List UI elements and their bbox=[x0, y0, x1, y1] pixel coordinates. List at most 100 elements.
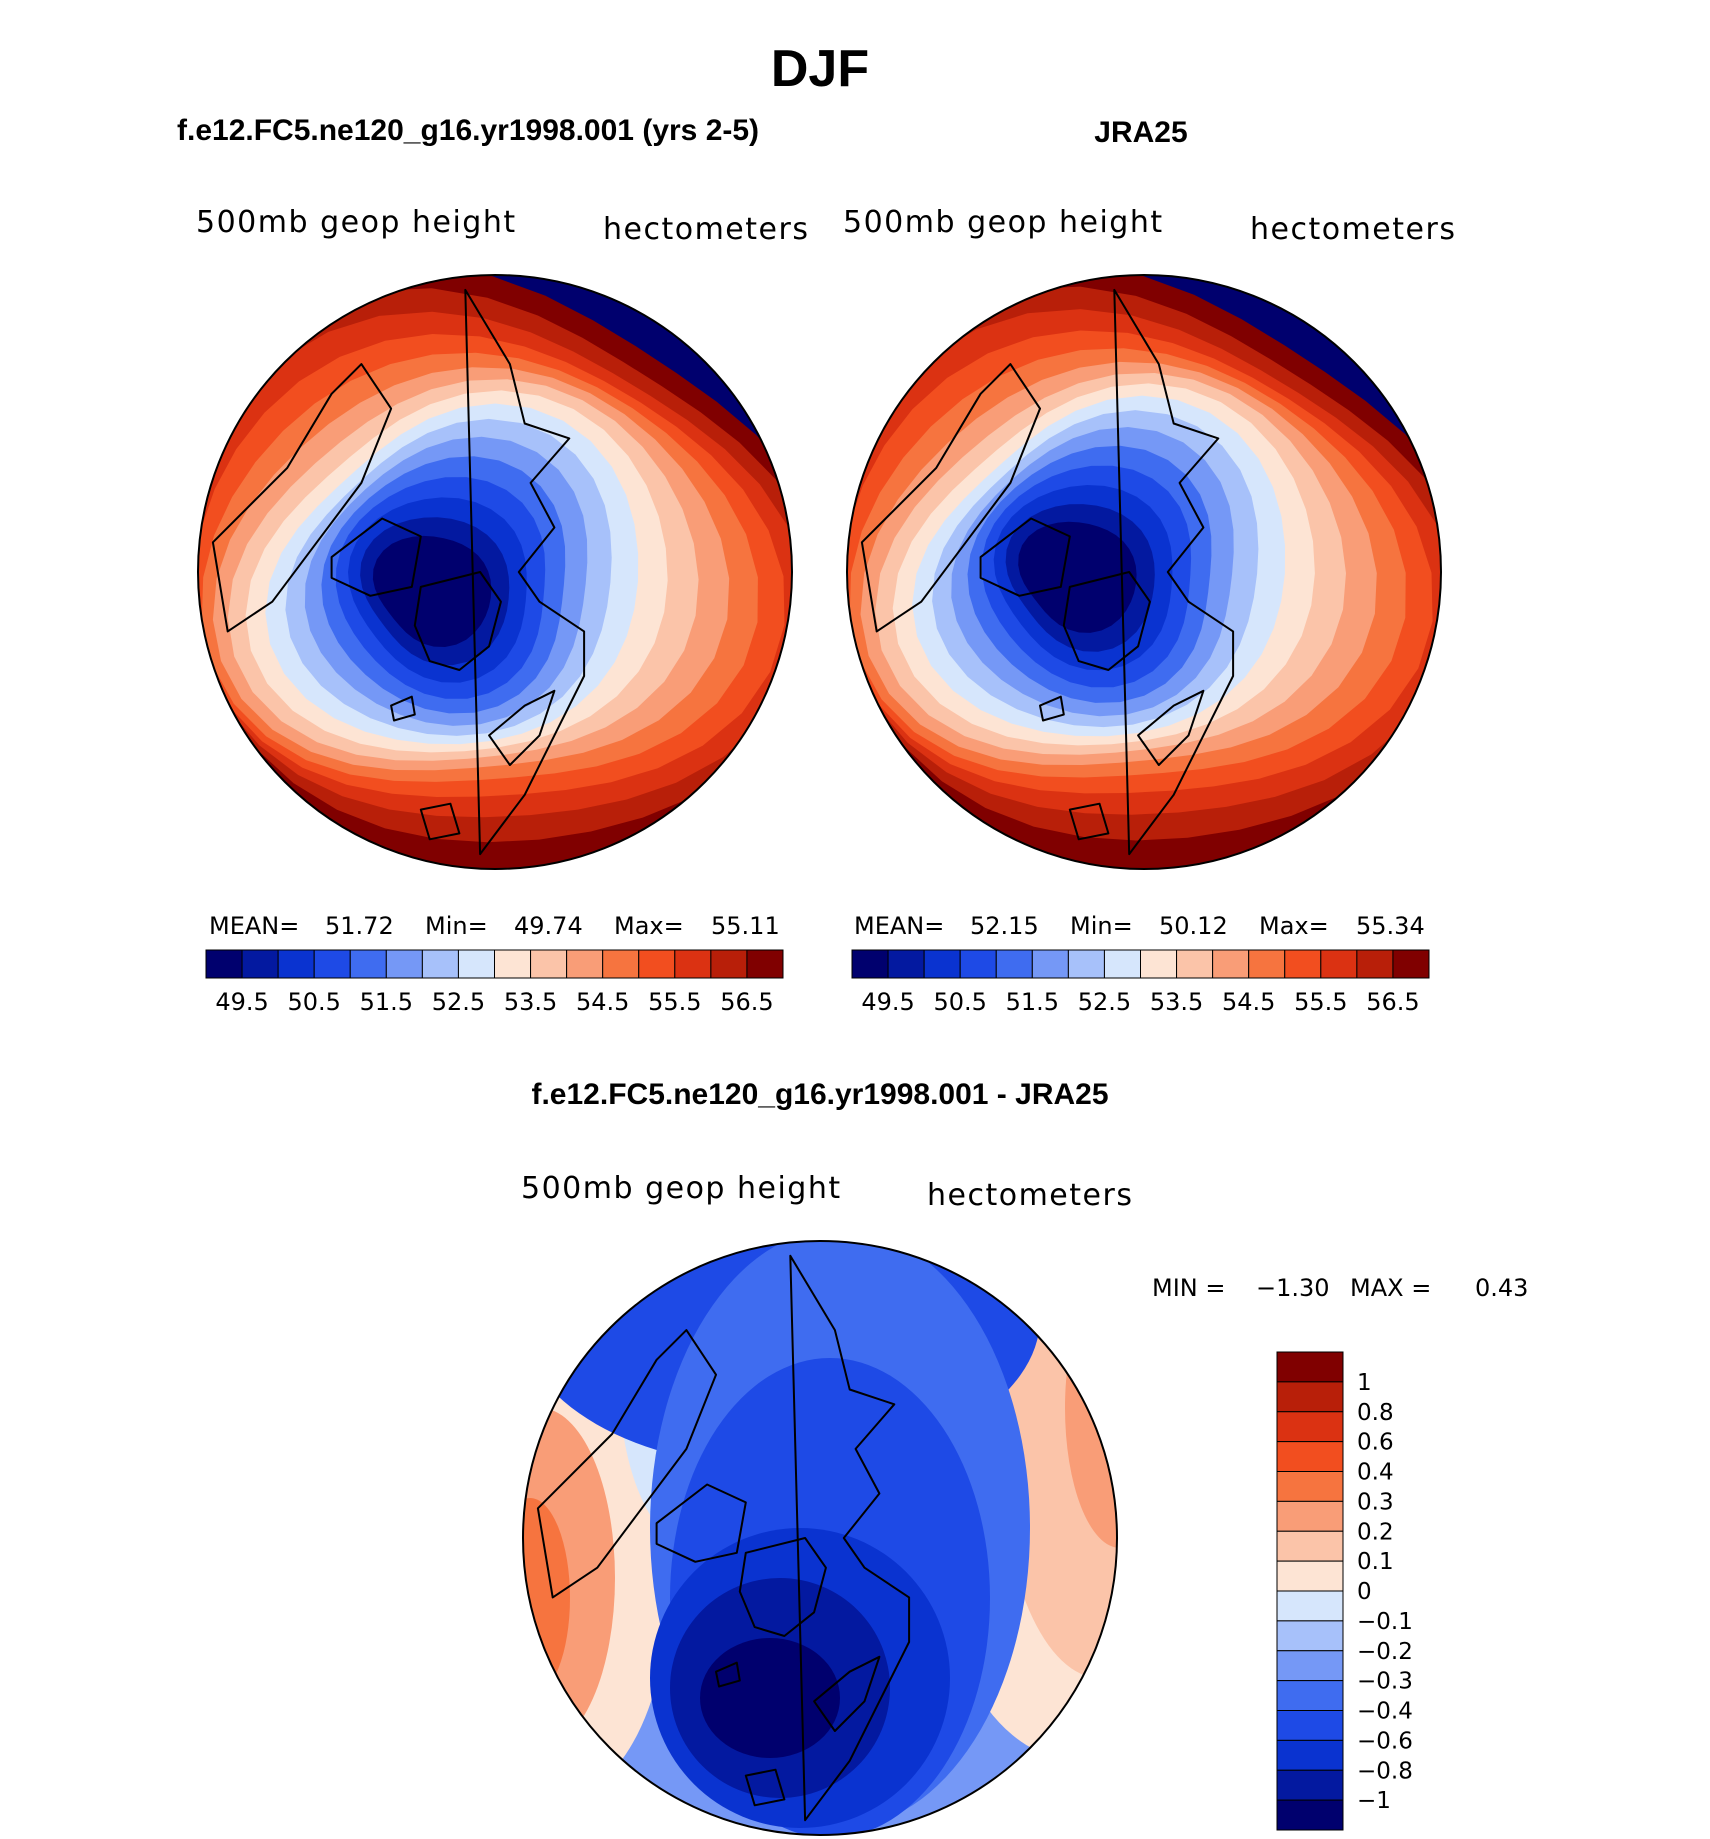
colorbar-tick-label: −0.2 bbox=[1357, 1639, 1413, 1665]
colorbar-box bbox=[421, 949, 459, 979]
colorbar-box bbox=[1276, 1710, 1344, 1741]
colorbar-tick-label: 0.1 bbox=[1357, 1549, 1394, 1575]
colorbar-box bbox=[1276, 1620, 1344, 1652]
season-title: DJF bbox=[771, 40, 869, 98]
colorbar-box bbox=[313, 949, 351, 979]
min-value: −1.30 bbox=[1256, 1274, 1330, 1302]
colorbar-tick-label: 49.5 bbox=[215, 988, 268, 1016]
map-boundary-model bbox=[197, 274, 793, 870]
max-label: Max= bbox=[614, 912, 684, 940]
max-value: 55.34 bbox=[1356, 912, 1425, 940]
coastlines-diff bbox=[536, 1254, 911, 1822]
coastlines-obs bbox=[860, 288, 1235, 856]
colorbar-tick-label: 52.5 bbox=[1078, 988, 1131, 1016]
colorbar-obs bbox=[851, 949, 1430, 979]
min-value: 50.12 bbox=[1159, 912, 1228, 940]
colorbar-box bbox=[1140, 949, 1178, 979]
panel-diff-variable: 500mb geop height bbox=[521, 1171, 842, 1206]
panel-diff-units: hectometers bbox=[927, 1178, 1133, 1213]
colorbar-box bbox=[566, 949, 604, 979]
colorbar-tick-label: −1 bbox=[1357, 1788, 1391, 1814]
max-label: Max= bbox=[1259, 912, 1329, 940]
coastline bbox=[390, 695, 416, 722]
coastline bbox=[1137, 689, 1205, 766]
coastline bbox=[860, 363, 1041, 633]
coastline bbox=[330, 517, 422, 597]
colorbar-tick-label: 0.8 bbox=[1357, 1400, 1394, 1426]
colorbar-tick-label: 0.3 bbox=[1357, 1489, 1394, 1515]
contour-band bbox=[372, 535, 492, 647]
mean-value: 52.15 bbox=[970, 912, 1039, 940]
coastline bbox=[979, 517, 1071, 597]
map-boundary-obs bbox=[846, 274, 1442, 870]
colorbar-box bbox=[349, 949, 387, 979]
colorbar-tick-label: 0 bbox=[1357, 1579, 1372, 1605]
colorbar-box bbox=[1067, 949, 1105, 979]
coastline bbox=[655, 1483, 747, 1563]
colorbar-box bbox=[674, 949, 712, 979]
colorbar-tick-label: 1 bbox=[1357, 1370, 1372, 1396]
coastline bbox=[744, 1768, 786, 1807]
colorbar-box bbox=[1276, 1590, 1344, 1622]
colorbar-box bbox=[1276, 1650, 1344, 1682]
coastline bbox=[211, 363, 393, 633]
colorbar-box bbox=[1276, 1381, 1344, 1413]
colorbar-box bbox=[205, 949, 243, 979]
colorbar-model bbox=[205, 949, 784, 979]
colorbar-box bbox=[887, 949, 925, 979]
colorbar-box bbox=[923, 949, 961, 979]
panel-diff: f.e12.FC5.ne120_g16.yr1998.001 - JRA25 5… bbox=[521, 1078, 1528, 1836]
panel-model-units: hectometers bbox=[603, 212, 809, 247]
map-boundary-diff bbox=[522, 1240, 1118, 1836]
colorbar-box bbox=[638, 949, 676, 979]
coastline bbox=[1113, 288, 1235, 856]
panel-model-title: f.e12.FC5.ne120_g16.yr1998.001 (yrs 2-5) bbox=[177, 114, 759, 147]
polar-map-obs bbox=[847, 275, 1441, 869]
coastlines-model bbox=[211, 288, 586, 856]
colorbar-box bbox=[1392, 949, 1430, 979]
colorbar-box bbox=[995, 949, 1033, 979]
colorbar-box bbox=[1276, 1471, 1344, 1502]
coastline bbox=[715, 1661, 741, 1688]
colorbar-tick-label: 56.5 bbox=[720, 988, 773, 1016]
contour-band bbox=[1018, 521, 1137, 633]
colorbar-box bbox=[385, 949, 423, 979]
colorbar-tick-label: 55.5 bbox=[648, 988, 701, 1016]
panel-model: f.e12.FC5.ne120_g16.yr1998.001 (yrs 2-5)… bbox=[177, 114, 809, 1016]
panel-diff-title: f.e12.FC5.ne120_g16.yr1998.001 - JRA25 bbox=[531, 1078, 1108, 1111]
colorbar-box bbox=[1276, 1799, 1344, 1831]
colorbar-box bbox=[1276, 1530, 1344, 1562]
colorbar-tick-label: 50.5 bbox=[933, 988, 986, 1016]
colorbar-box bbox=[1356, 949, 1394, 979]
colorbar-diff bbox=[1276, 1351, 1344, 1831]
mean-value: 51.72 bbox=[325, 912, 394, 940]
colorbar-box bbox=[1276, 1411, 1344, 1443]
colorbar-obs-ticks: 49.5 50.5 51.5 52.5 53.5 54.5 55.5 56.5 bbox=[861, 988, 1419, 1016]
coastline bbox=[789, 1254, 911, 1822]
min-label: Min= bbox=[1070, 912, 1133, 940]
colorbar-tick-label: 0.4 bbox=[1357, 1460, 1394, 1486]
colorbar-box bbox=[851, 949, 889, 979]
colorbar-tick-label: 0.6 bbox=[1357, 1430, 1394, 1456]
mean-label: MEAN= bbox=[209, 912, 299, 940]
colorbar-tick-label: 53.5 bbox=[504, 988, 557, 1016]
colorbar-model-ticks: 49.5 50.5 51.5 52.5 53.5 54.5 55.5 56.5 bbox=[215, 988, 773, 1016]
colorbar-tick-label: 51.5 bbox=[360, 988, 413, 1016]
colorbar-box bbox=[1031, 949, 1069, 979]
stats-obs: MEAN= 52.15 Min= 50.12 Max= 55.34 bbox=[854, 912, 1425, 940]
colorbar-box bbox=[1320, 949, 1358, 979]
colorbar-tick-label: 51.5 bbox=[1006, 988, 1059, 1016]
colorbar-diff-ticks: 1 0.8 0.6 0.4 0.3 0.2 0.1 0 −0.1 −0.2 −0.3 −0.4 −0.6… bbox=[1357, 1370, 1413, 1814]
colorbar-box bbox=[277, 949, 315, 979]
colorbar-box bbox=[1176, 949, 1214, 979]
colorbar-box bbox=[1284, 949, 1322, 979]
colorbar-tick-label: 52.5 bbox=[432, 988, 485, 1016]
min-value: 49.74 bbox=[514, 912, 583, 940]
colorbar-tick-label: 0.2 bbox=[1357, 1519, 1394, 1545]
max-label: MAX = bbox=[1350, 1274, 1431, 1302]
panel-obs: JRA25 500mb geop height hectometers MEAN… bbox=[843, 116, 1455, 1016]
colorbar-box bbox=[1276, 1560, 1344, 1592]
colorbar-box bbox=[241, 949, 279, 979]
panel-obs-variable: 500mb geop height bbox=[843, 205, 1164, 240]
